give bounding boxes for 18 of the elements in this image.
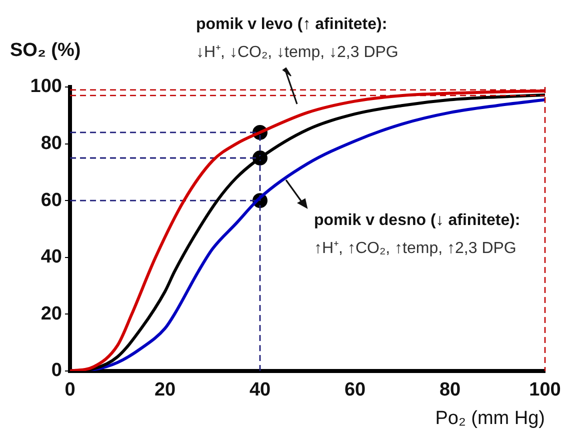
y-tick-label: 0 [51,360,62,382]
x-tick-label: 80 [439,380,461,401]
y-tick-label: 40 [40,246,62,268]
annotation: pomik v desno (↓ afinitete): [314,212,520,230]
text: pomik v levo (↑ afinitete): [196,16,388,34]
x-tick-label: 100 [529,380,561,401]
x-tick-label: 20 [154,380,176,401]
x-tick-label: 40 [249,380,271,401]
y-axis-title: SO₂ (%) [10,40,81,62]
text: ↓H⁺, ↓CO₂, ↓temp, ↓2,3 DPG [196,43,398,62]
x-axis-title: Po₂ (mm Hg) [435,408,545,429]
x-tick-label: 0 [64,380,76,401]
y-tick-label: 20 [40,303,62,324]
y-tick-label: 100 [30,76,62,98]
annotation: ↑H⁺, ↑CO₂, ↑temp, ↑2,3 DPG [314,239,516,258]
y-tick-label: 80 [40,133,62,154]
x-tick-label: 60 [344,380,366,401]
y-tick-label: 60 [40,190,62,211]
